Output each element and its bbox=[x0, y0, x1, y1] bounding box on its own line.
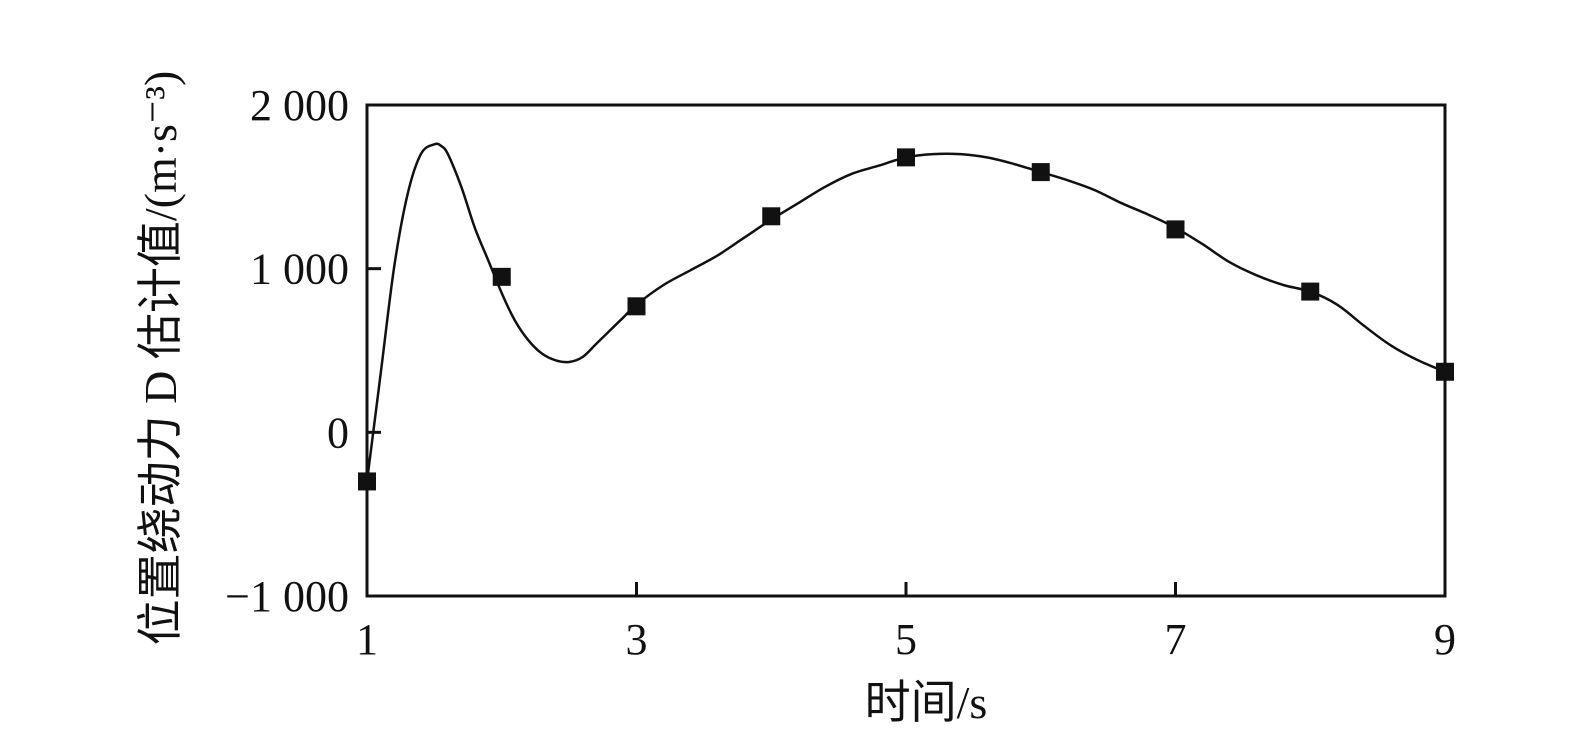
x-axis-title: 时间/s bbox=[865, 677, 988, 728]
y-tick-label: 1 000 bbox=[250, 245, 349, 294]
series-line bbox=[365, 142, 1446, 482]
y-tick-label: −1 000 bbox=[225, 572, 349, 621]
data-point-marker bbox=[492, 267, 511, 286]
data-point-marker bbox=[762, 207, 781, 226]
y-tick-label: 0 bbox=[327, 408, 349, 457]
x-tick-label: 7 bbox=[1165, 615, 1187, 664]
data-point-marker bbox=[1436, 362, 1454, 381]
x-tick-label: 5 bbox=[895, 615, 917, 664]
plot-area: −1 000 0 1 000 2 000 1 3 5 7 9 bbox=[225, 81, 1456, 664]
plot-frame bbox=[365, 103, 1447, 598]
data-point-marker bbox=[1031, 163, 1050, 182]
y-tick-label: 2 000 bbox=[250, 81, 349, 130]
x-tick-label: 3 bbox=[626, 615, 648, 664]
data-point-marker bbox=[1166, 220, 1185, 239]
data-point-marker bbox=[1301, 282, 1320, 301]
x-tick-label: 9 bbox=[1434, 615, 1456, 664]
data-point-marker bbox=[897, 148, 915, 167]
x-tick-label: 1 bbox=[356, 615, 378, 664]
y-axis-title: 位置绕动力 D 估计值/(m·s⁻³) bbox=[135, 71, 186, 646]
data-point-marker bbox=[627, 297, 646, 316]
data-point-marker bbox=[358, 472, 376, 491]
